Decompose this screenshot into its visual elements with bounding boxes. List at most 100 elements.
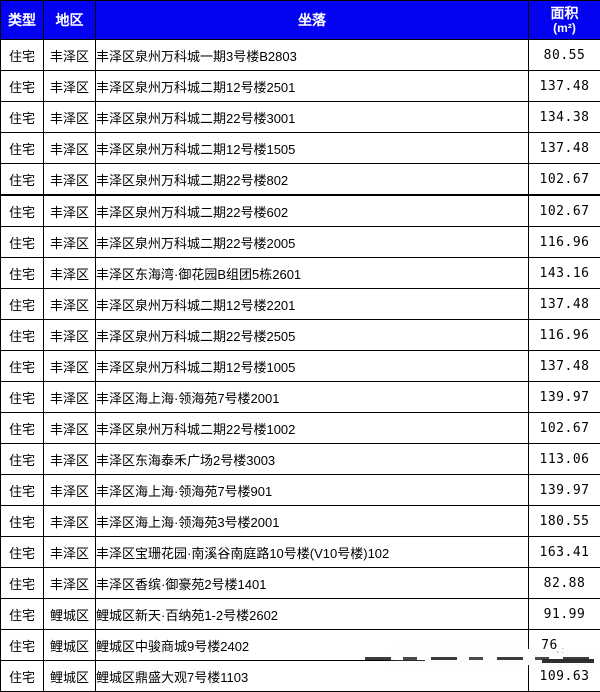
cell-location: 丰泽区泉州万科城二期12号楼1005 bbox=[95, 350, 529, 382]
cell-location: 丰泽区泉州万科城一期3号楼B2803 bbox=[95, 39, 529, 71]
cell-location: 鲤城区新天·百纳苑1-2号楼2602 bbox=[95, 598, 529, 630]
cell-location: 鲤城区鼎盛大观7号楼1103 bbox=[95, 660, 529, 692]
cell-district: 丰泽区 bbox=[43, 350, 96, 382]
col-header-district: 地区 bbox=[43, 0, 96, 40]
table-row: 住宅 丰泽区 丰泽区海上海·领海苑7号楼2001 139.97 bbox=[0, 381, 600, 413]
smudge-dash-line bbox=[365, 657, 598, 660]
cell-district: 丰泽区 bbox=[43, 226, 96, 258]
cell-area: 80.55 bbox=[528, 39, 600, 71]
table-row: 住宅 鲤城区 鲤城区鼎盛大观7号楼1103 109.63 bbox=[0, 660, 600, 692]
cell-area: 102.67 bbox=[528, 194, 600, 227]
cell-type: 住宅 bbox=[0, 163, 44, 196]
table-row: 住宅 丰泽区 丰泽区东海湾·御花园B组团5栋2601 143.16 bbox=[0, 257, 600, 289]
cell-location: 丰泽区宝珊花园·南溪谷南庭路10号楼(V10号楼)102 bbox=[95, 536, 529, 568]
cell-type: 住宅 bbox=[0, 629, 44, 661]
cell-type: 住宅 bbox=[0, 288, 44, 320]
cell-location: 丰泽区泉州万科城二期12号楼2501 bbox=[95, 70, 529, 102]
cell-district: 鲤城区 bbox=[43, 660, 96, 692]
cell-district: 丰泽区 bbox=[43, 505, 96, 537]
cell-district: 丰泽区 bbox=[43, 567, 96, 599]
cell-area: 113.06 bbox=[528, 443, 600, 475]
cell-area: 143.16 bbox=[528, 257, 600, 289]
cell-type: 住宅 bbox=[0, 257, 44, 289]
cell-location: 丰泽区泉州万科城二期22号楼602 bbox=[95, 194, 529, 227]
cell-type: 住宅 bbox=[0, 350, 44, 382]
cell-area: 134.38 bbox=[528, 101, 600, 133]
cell-district: 丰泽区 bbox=[43, 536, 96, 568]
cell-area: 137.48 bbox=[528, 350, 600, 382]
cell-area: 137.48 bbox=[528, 132, 600, 164]
cell-district: 丰泽区 bbox=[43, 381, 96, 413]
cell-type: 住宅 bbox=[0, 101, 44, 133]
cell-area: 91.99 bbox=[528, 598, 600, 630]
cell-location: 丰泽区泉州万科城二期22号楼2005 bbox=[95, 226, 529, 258]
cell-type: 住宅 bbox=[0, 598, 44, 630]
cell-area: 102.67 bbox=[528, 412, 600, 444]
table-row: 住宅 丰泽区 丰泽区泉州万科城二期22号楼1002 102.67 bbox=[0, 412, 600, 444]
area-header-unit: (m²) bbox=[553, 21, 576, 35]
cell-district: 鲤城区 bbox=[43, 598, 96, 630]
cell-type: 住宅 bbox=[0, 505, 44, 537]
table-row: 住宅 丰泽区 丰泽区泉州万科城二期12号楼1005 137.48 bbox=[0, 350, 600, 382]
cell-district: 丰泽区 bbox=[43, 443, 96, 475]
cell-type: 住宅 bbox=[0, 194, 44, 227]
table-row: 住宅 丰泽区 丰泽区泉州万科城二期22号楼2505 116.96 bbox=[0, 319, 600, 351]
cell-district: 丰泽区 bbox=[43, 412, 96, 444]
cell-area: 139.97 bbox=[528, 474, 600, 506]
cell-location: 丰泽区海上海·领海苑3号楼2001 bbox=[95, 505, 529, 537]
cell-location: 丰泽区海上海·领海苑7号楼2001 bbox=[95, 381, 529, 413]
cell-location: 丰泽区香缤·御豪苑2号楼1401 bbox=[95, 567, 529, 599]
cell-district: 鲤城区 bbox=[43, 629, 96, 661]
cell-area: 116.96 bbox=[528, 319, 600, 351]
cell-type: 住宅 bbox=[0, 474, 44, 506]
table-row: 住宅 丰泽区 丰泽区泉州万科城二期22号楼3001 134.38 bbox=[0, 101, 600, 133]
cell-area: 139.97 bbox=[528, 381, 600, 413]
cell-area: 109.63 bbox=[528, 660, 600, 692]
cell-district: 丰泽区 bbox=[43, 132, 96, 164]
table-row: 住宅 鲤城区 鲤城区新天·百纳苑1-2号楼2602 91.99 bbox=[0, 598, 600, 630]
cell-area: 82.88 bbox=[528, 567, 600, 599]
cell-district: 丰泽区 bbox=[43, 288, 96, 320]
table-row: 住宅 丰泽区 丰泽区宝珊花园·南溪谷南庭路10号楼(V10号楼)102 163.… bbox=[0, 536, 600, 568]
cell-district: 丰泽区 bbox=[43, 319, 96, 351]
area-header-line1: 面积 bbox=[550, 5, 579, 21]
cell-district: 丰泽区 bbox=[43, 101, 96, 133]
table-row: 住宅 丰泽区 丰泽区泉州万科城二期12号楼1505 137.48 bbox=[0, 132, 600, 164]
cell-type: 住宅 bbox=[0, 536, 44, 568]
cell-location: 丰泽区东海湾·御花园B组团5栋2601 bbox=[95, 257, 529, 289]
table-row: 住宅 丰泽区 丰泽区泉州万科城一期3号楼B2803 80.55 bbox=[0, 39, 600, 71]
cell-type: 住宅 bbox=[0, 39, 44, 71]
smudge-dash-blob bbox=[542, 659, 594, 663]
col-header-area: 面积 (m²) bbox=[528, 0, 600, 40]
cell-area: 180.55 bbox=[528, 505, 600, 537]
header-row: 类型 地区 坐落 面积 (m²) bbox=[0, 0, 600, 40]
cell-type: 住宅 bbox=[0, 132, 44, 164]
cell-district: 丰泽区 bbox=[43, 257, 96, 289]
cell-type: 住宅 bbox=[0, 567, 44, 599]
table-body: 住宅 丰泽区 丰泽区泉州万科城一期3号楼B2803 80.55 住宅 丰泽区 丰… bbox=[0, 39, 600, 692]
cell-location: 丰泽区泉州万科城二期12号楼1505 bbox=[95, 132, 529, 164]
cell-district: 丰泽区 bbox=[43, 39, 96, 71]
watermark-smudge: ، : bbox=[365, 645, 600, 665]
cell-type: 住宅 bbox=[0, 443, 44, 475]
cell-district: 丰泽区 bbox=[43, 70, 96, 102]
table-row: 住宅 丰泽区 丰泽区海上海·领海苑7号楼901 139.97 bbox=[0, 474, 600, 506]
table-row: 住宅 丰泽区 丰泽区泉州万科城二期22号楼602 102.67 bbox=[0, 194, 600, 227]
cell-area: 137.48 bbox=[528, 288, 600, 320]
cell-district: 丰泽区 bbox=[43, 163, 96, 196]
cell-type: 住宅 bbox=[0, 412, 44, 444]
cell-type: 住宅 bbox=[0, 381, 44, 413]
cell-area: 137.48 bbox=[528, 70, 600, 102]
table-row: 住宅 丰泽区 丰泽区泉州万科城二期12号楼2201 137.48 bbox=[0, 288, 600, 320]
smudge-tick-marks: ، : bbox=[556, 645, 564, 655]
cell-location: 丰泽区泉州万科城二期22号楼3001 bbox=[95, 101, 529, 133]
table-row: 住宅 丰泽区 丰泽区泉州万科城二期22号楼802 102.67 bbox=[0, 163, 600, 196]
table-row: 住宅 丰泽区 丰泽区香缤·御豪苑2号楼1401 82.88 bbox=[0, 567, 600, 599]
table-row: 住宅 丰泽区 丰泽区海上海·领海苑3号楼2001 180.55 bbox=[0, 505, 600, 537]
cell-area: 116.96 bbox=[528, 226, 600, 258]
table-header: 类型 地区 坐落 面积 (m²) bbox=[0, 0, 600, 40]
cell-type: 住宅 bbox=[0, 70, 44, 102]
cell-type: 住宅 bbox=[0, 660, 44, 692]
table-row: 住宅 丰泽区 丰泽区东海泰禾广场2号楼3003 113.06 bbox=[0, 443, 600, 475]
